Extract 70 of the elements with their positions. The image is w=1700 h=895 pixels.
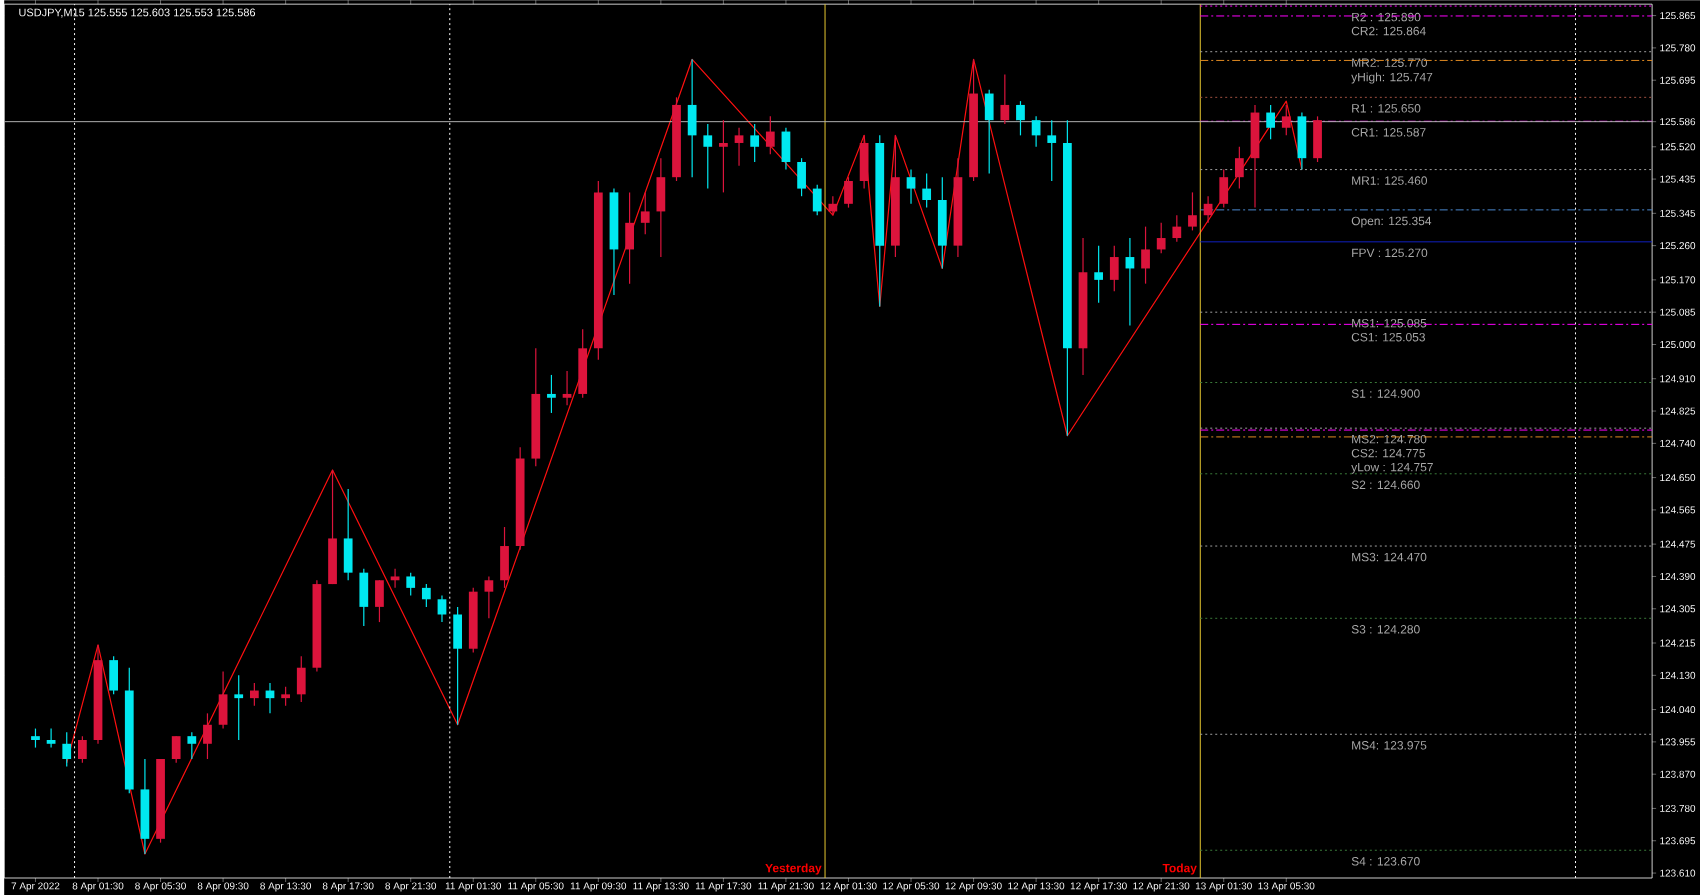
ref-line-label: MR2: 125.770 bbox=[1352, 58, 1428, 67]
y-tick-label: 124.475 bbox=[1660, 540, 1696, 548]
ref-line-label: FPV : 125.270 bbox=[1352, 248, 1428, 258]
y-tick-label: 125.345 bbox=[1660, 209, 1696, 217]
ref-line-label: MS2: 124.780 bbox=[1352, 434, 1427, 444]
x-tick-label: 12 Apr 01:30 bbox=[820, 882, 877, 892]
y-tick-label: 124.740 bbox=[1660, 439, 1696, 447]
annotation: Yesterday bbox=[765, 863, 822, 875]
x-tick-label: 13 Apr 01:30 bbox=[1195, 882, 1252, 892]
x-tick-label: 12 Apr 13:30 bbox=[1008, 882, 1065, 892]
ref-line-label: S1 : 124.900 bbox=[1351, 389, 1420, 398]
x-tick-label: 13 Apr 05:30 bbox=[1258, 882, 1315, 892]
y-tick-label: 125.000 bbox=[1660, 340, 1696, 349]
y-tick-label: 123.695 bbox=[1660, 837, 1696, 845]
y-tick-label: 124.215 bbox=[1660, 639, 1696, 647]
ref-line-label: MS1: 125.085 bbox=[1352, 318, 1427, 328]
ref-line-label: S3 : 124.280 bbox=[1351, 625, 1420, 634]
ref-line-label: MR1: 125.460 bbox=[1352, 176, 1428, 185]
y-tick-label: 125.586 bbox=[1660, 118, 1696, 126]
x-tick-label: 11 Apr 13:30 bbox=[633, 882, 689, 892]
y-tick-label: 124.825 bbox=[1660, 407, 1696, 415]
x-tick-label: 11 Apr 09:30 bbox=[570, 882, 627, 892]
y-tick-label: 123.870 bbox=[1660, 770, 1696, 778]
x-tick-label: 8 Apr 01:30 bbox=[72, 882, 124, 892]
x-tick-label: 12 Apr 05:30 bbox=[883, 882, 940, 892]
x-tick-label: 8 Apr 21:30 bbox=[385, 882, 437, 892]
y-tick-label: 125.780 bbox=[1660, 44, 1696, 52]
y-tick-label: 124.305 bbox=[1660, 605, 1696, 613]
y-tick-label: 123.955 bbox=[1660, 738, 1696, 746]
annotation: Today bbox=[1162, 863, 1197, 875]
ref-line-label: yHigh: 125.747 bbox=[1351, 72, 1433, 84]
y-tick-label: 124.650 bbox=[1660, 474, 1696, 482]
x-tick-label: 11 Apr 05:30 bbox=[508, 882, 564, 892]
ref-line-label: CS1: 125.053 bbox=[1351, 332, 1425, 342]
ref-line-label: S4 : 123.670 bbox=[1351, 857, 1420, 866]
y-tick-label: 124.390 bbox=[1660, 572, 1696, 581]
ref-line-label: CR1: 125.587 bbox=[1351, 128, 1426, 137]
x-tick-label: 8 Apr 09:30 bbox=[197, 882, 249, 892]
y-tick-label: 124.130 bbox=[1660, 671, 1696, 679]
y-tick-label: 125.435 bbox=[1660, 175, 1696, 183]
x-tick-label: 8 Apr 13:30 bbox=[260, 882, 312, 892]
ref-line-label: S2 : 124.660 bbox=[1351, 480, 1420, 490]
x-tick-label: 12 Apr 17:30 bbox=[1070, 882, 1127, 892]
ref-line-label: yLow : 124.757 bbox=[1351, 462, 1433, 474]
chart-title: USDJPY,M15 125.555 125.603 125.553 125.586 bbox=[19, 8, 256, 18]
y-tick-label: 123.780 bbox=[1660, 804, 1696, 812]
x-tick-label: 12 Apr 09:30 bbox=[945, 882, 1002, 892]
x-tick-label: 11 Apr 01:30 bbox=[445, 882, 502, 892]
y-tick-label: 125.085 bbox=[1660, 308, 1696, 316]
x-tick-label: 8 Apr 05:30 bbox=[135, 882, 186, 892]
y-tick-label: 124.565 bbox=[1660, 506, 1696, 514]
ref-line-label: R1 : 125.650 bbox=[1352, 104, 1421, 113]
ref-line-label: CS2: 124.775 bbox=[1351, 448, 1426, 458]
y-tick-label: 125.260 bbox=[1660, 242, 1696, 250]
x-tick-label: 11 Apr 21:30 bbox=[758, 882, 814, 892]
y-tick-label: 125.170 bbox=[1660, 276, 1696, 284]
ref-line-label: CR2: 125.864 bbox=[1351, 26, 1426, 36]
x-tick-label: 11 Apr 17:30 bbox=[695, 882, 752, 892]
y-tick-label: 125.865 bbox=[1660, 12, 1696, 20]
x-tick-label: 7 Apr 2022 bbox=[11, 882, 60, 892]
y-tick-label: 125.520 bbox=[1660, 143, 1696, 151]
y-tick-label: 124.040 bbox=[1660, 706, 1696, 714]
x-tick-label: 12 Apr 21:30 bbox=[1133, 882, 1190, 892]
y-tick-label: 125.695 bbox=[1660, 76, 1696, 84]
y-tick-label: 123.610 bbox=[1660, 869, 1696, 877]
y-tick-label: 124.910 bbox=[1660, 375, 1696, 383]
ref-line-label: Open: 125.354 bbox=[1351, 216, 1432, 228]
ref-line-label: MS4: 123.975 bbox=[1352, 741, 1427, 750]
ref-line-label: MS3: 124.470 bbox=[1352, 552, 1427, 562]
x-tick-label: 8 Apr 17:30 bbox=[322, 882, 374, 892]
